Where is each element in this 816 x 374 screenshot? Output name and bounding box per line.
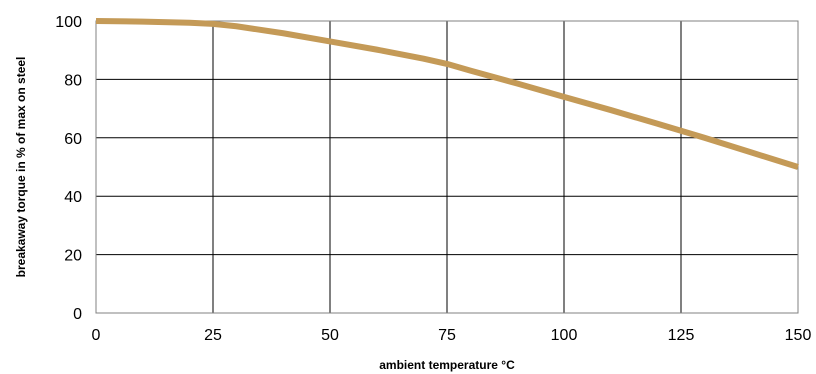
y-tick-label: 100 (55, 14, 82, 31)
y-axis-title: breakaway torque in % of max on steel (14, 57, 28, 278)
x-tick-label: 125 (668, 327, 695, 344)
y-tick-label: 80 (64, 72, 82, 89)
x-tick-label: 150 (785, 327, 812, 344)
y-axis-ticks: 0 20 40 60 80 100 (55, 14, 82, 323)
series-line (95, 18, 799, 170)
x-tick-label: 0 (92, 327, 101, 344)
x-axis-title: ambient temperature °C (379, 358, 515, 372)
x-tick-label: 100 (551, 327, 578, 344)
y-tick-label: 60 (64, 131, 82, 148)
x-tick-label: 25 (204, 327, 222, 344)
x-axis-ticks: 0 25 50 75 100 125 150 (92, 327, 812, 344)
y-tick-label: 0 (73, 306, 82, 323)
y-tick-label: 20 (64, 248, 82, 265)
x-tick-label: 50 (321, 327, 339, 344)
y-tick-label: 40 (64, 189, 82, 206)
series-layer (95, 18, 799, 170)
x-tick-label: 75 (438, 327, 456, 344)
